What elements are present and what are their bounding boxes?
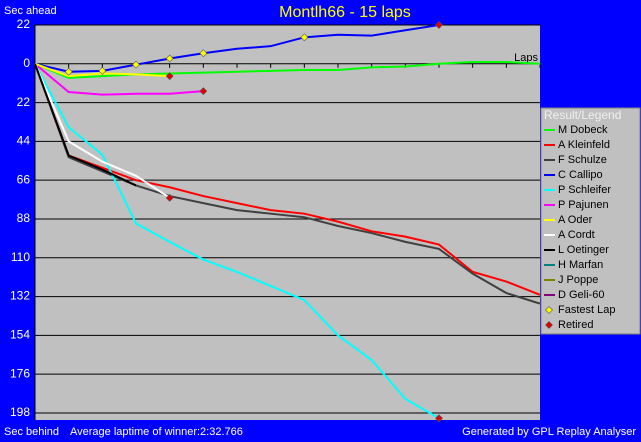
chart-title: Montlh66 - 15 laps [279, 4, 411, 21]
legend-label: A Cordt [558, 229, 595, 241]
legend-label: Fastest Lap [558, 304, 615, 316]
retired-marker [199, 87, 208, 96]
legend-label: A Oder [558, 214, 593, 226]
series-line [34, 63, 440, 420]
retired-marker [165, 72, 174, 81]
y-tick-label: 154 [10, 328, 30, 342]
fastest-lap-marker [300, 33, 309, 42]
y-tick-label: 198 [10, 405, 30, 419]
fastest-lap-marker [98, 66, 107, 75]
legend-label: C Callipo [558, 169, 603, 181]
series-line [34, 63, 137, 187]
y-label-ahead: Sec ahead [4, 5, 57, 17]
plot-area [35, 25, 540, 420]
fastest-lap-marker [199, 49, 208, 58]
x-label: Laps [514, 52, 538, 64]
legend-swatch [545, 306, 553, 314]
credit: Generated by GPL Replay Analyser [462, 426, 636, 438]
retired-marker [165, 193, 174, 202]
y-tick-label: 132 [10, 289, 30, 303]
fastest-lap-marker [64, 67, 73, 76]
retired-marker [435, 21, 443, 29]
legend-label: P Schleifer [558, 184, 611, 196]
legend-label: P Pajunen [558, 199, 609, 211]
y-tick-label: 22 [17, 95, 31, 109]
fastest-lap-marker [132, 60, 140, 69]
retired-marker [435, 414, 443, 423]
series-line [34, 63, 541, 296]
legend-title: Result/Legend [544, 108, 621, 122]
y-tick-label: 0 [23, 56, 30, 70]
y-tick-label: 176 [10, 366, 30, 380]
note: Average laptime of winner:2:32.766 [70, 426, 243, 438]
legend-label: A Kleinfeld [558, 139, 610, 151]
series-line [34, 61, 541, 79]
legend-label: F Schulze [558, 154, 607, 166]
y-tick-label: 22 [17, 17, 31, 31]
legend-label: M Dobeck [558, 124, 608, 136]
series-line [34, 63, 171, 199]
legend-label: D Geli-60 [558, 289, 604, 301]
legend-box [540, 107, 641, 335]
y-tick-label: 88 [17, 211, 31, 225]
legend-label: L Oetinger [558, 244, 609, 256]
series-line [34, 63, 204, 96]
legend-label: Retired [558, 319, 593, 331]
fastest-lap-marker [165, 54, 174, 63]
legend-label: H Marfan [558, 259, 603, 271]
y-tick-label: 66 [17, 172, 31, 186]
y-tick-label: 44 [17, 134, 31, 148]
y-label-behind: Sec behind [4, 426, 59, 438]
legend-label: J Poppe [558, 274, 598, 286]
y-tick-label: 110 [11, 250, 30, 264]
legend-swatch [545, 321, 553, 329]
